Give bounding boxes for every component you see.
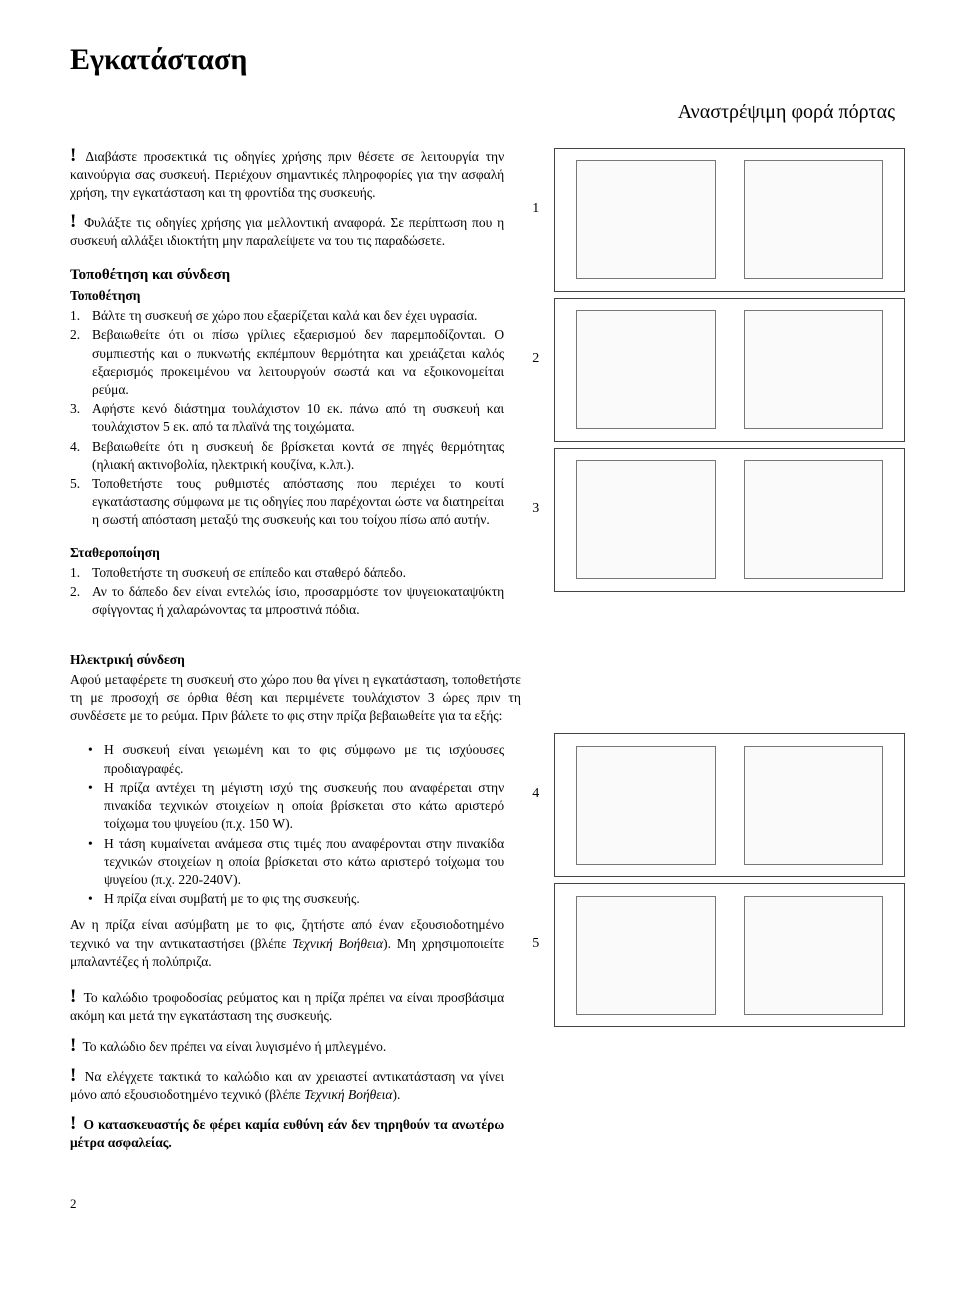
electrical-two-column: Η συσκευή είναι γειωμένη και το φις σύμφ… [70,733,905,1164]
warning-cable-accessible: ! Το καλώδιο τροφοδοσίας ρεύματος και η … [70,989,504,1025]
figure-number: 4 [532,733,544,804]
list-item-text: Βεβαιωθείτε ότι οι πίσω γρίλιες εξαερισμ… [92,327,504,397]
italic-text: Τεχνική Βοήθεια [304,1087,392,1102]
figure-3-box [554,448,905,592]
list-item-text: Η πρίζα αντέχει τη μέγιστη ισχύ της συσκ… [104,780,504,831]
diagram-placeholder [576,746,716,865]
list-item: 3.Αφήστε κενό διάστημα τουλάχιστον 10 εκ… [92,400,504,436]
electrical-intro: Αφού μεταφέρετε τη συσκευή στο χώρο που … [70,671,521,726]
list-number: 4. [70,438,80,456]
placement-heading: Τοποθέτηση και σύνδεση [70,265,504,285]
text-run: ). [392,1087,400,1102]
levelling-heading: Σταθεροποίηση [70,544,504,562]
text-run: Να ελέγχετε τακτικά το καλώδιο και αν χρ… [70,1069,504,1102]
diagram-placeholder [576,160,716,279]
diagram-placeholder [744,310,884,429]
list-number: 2. [70,583,80,601]
intro-warning-1: ! Διαβάστε προσεκτικά τις οδηγίες χρήσης… [70,148,504,203]
diagram-placeholder [744,460,884,579]
list-item: 1.Τοποθετήστε τη συσκευή σε επίπεδο και … [92,564,504,582]
bang-icon: ! [70,1113,79,1134]
list-item: Η πρίζα είναι συμβατή με το φις της συσκ… [104,890,504,908]
figure-1-row: 1 [532,148,905,292]
electrical-heading: Ηλεκτρική σύνδεση [70,651,521,669]
warning-text: Το καλώδιο τροφοδοσίας ρεύματος και η πρ… [70,990,504,1023]
warning-text-bold: Ο κατασκευαστής δε φέρει καμία ευθύνη εά… [70,1117,504,1150]
intro-warning-2: ! Φυλάξτε τις οδηγίες χρήσης για μελλοντ… [70,214,504,250]
page-title: Εγκατάσταση [70,40,905,81]
italic-text: Τεχνική Βοήθεια [292,936,383,951]
placement-subheading: Τοποθέτηση [70,287,504,305]
bang-icon: ! [70,1065,79,1086]
diagram-placeholder [744,896,884,1015]
bang-icon: ! [70,986,79,1007]
list-item-text: Η τάση κυμαίνεται ανάμεσα στις τιμές που… [104,836,504,887]
levelling-list: 1.Τοποθετήστε τη συσκευή σε επίπεδο και … [92,564,504,620]
bang-icon: ! [70,1035,79,1056]
page-subtitle: Αναστρέψιμη φορά πόρτας [70,99,895,126]
electrical-after-bullets: Αν η πρίζα είναι ασύμβατη με το φις, ζητ… [70,916,504,971]
list-item-text: Αφήστε κενό διάστημα τουλάχιστον 10 εκ. … [92,401,504,434]
list-item: 2.Βεβαιωθείτε ότι οι πίσω γρίλιες εξαερι… [92,326,504,399]
list-item-text: Η συσκευή είναι γειωμένη και το φις σύμφ… [104,742,504,775]
electrical-left: Η συσκευή είναι γειωμένη και το φις σύμφ… [70,733,504,1164]
intro-warning-1-text: Διαβάστε προσεκτικά τις οδηγίες χρήσης π… [70,149,504,200]
figure-4-box [554,733,905,877]
figure-3-row: 3 [532,448,905,592]
figure-2-box [554,298,905,442]
list-number: 3. [70,400,80,418]
list-item: 5.Τοποθετήστε τους ρυθμιστές απόστασης π… [92,475,504,530]
diagram-placeholder [744,746,884,865]
list-item-text: Αν το δάπεδο δεν είναι εντελώς ίσιο, προ… [92,584,504,617]
list-item-text: Τοποθετήστε τη συσκευή σε επίπεδο και στ… [92,565,406,580]
list-item-text: Βεβαιωθείτε ότι η συσκευή δε βρίσκεται κ… [92,439,504,472]
main-two-column: ! Διαβάστε προσεκτικά τις οδηγίες χρήσης… [70,148,905,621]
figure-number: 3 [532,448,544,519]
list-number: 1. [70,564,80,582]
bang-icon: ! [70,211,79,232]
figure-4-row: 4 [532,733,905,877]
figure-1-box [554,148,905,292]
list-number: 2. [70,326,80,344]
figure-number: 2 [532,298,544,369]
list-item: 1.Βάλτε τη συσκευή σε χώρο που εξαερίζετ… [92,307,504,325]
figure-5-box [554,883,905,1027]
list-item: 2.Αν το δάπεδο δεν είναι εντελώς ίσιο, π… [92,583,504,619]
electrical-bullet-list: Η συσκευή είναι γειωμένη και το φις σύμφ… [104,741,504,908]
right-column-figures: 1 2 3 [532,148,905,621]
diagram-placeholder [576,310,716,429]
warning-check-cable: ! Να ελέγχετε τακτικά το καλώδιο και αν … [70,1068,504,1104]
left-column: ! Διαβάστε προσεκτικά τις οδηγίες χρήσης… [70,148,504,621]
figure-2-row: 2 [532,298,905,442]
list-item: 4.Βεβαιωθείτε ότι η συσκευή δε βρίσκεται… [92,438,504,474]
warning-text: Το καλώδιο δεν πρέπει να είναι λυγισμένο… [82,1039,386,1054]
warning-manufacturer: ! Ο κατασκευαστής δε φέρει καμία ευθύνη … [70,1116,504,1152]
electrical-block-intro: Ηλεκτρική σύνδεση Αφού μεταφέρετε τη συσ… [70,651,521,726]
diagram-placeholder [576,460,716,579]
diagram-placeholder [576,896,716,1015]
list-number: 5. [70,475,80,493]
list-item-text: Η πρίζα είναι συμβατή με το φις της συσκ… [104,891,360,906]
list-item-text: Τοποθετήστε τους ρυθμιστές απόστασης που… [92,476,504,527]
figure-5-row: 5 [532,883,905,1027]
list-item: Η συσκευή είναι γειωμένη και το φις σύμφ… [104,741,504,777]
right-column-figures-lower: 4 5 [532,733,905,1164]
figure-number: 1 [532,148,544,219]
list-item: Η τάση κυμαίνεται ανάμεσα στις τιμές που… [104,835,504,890]
page-number: 2 [70,1195,905,1213]
figure-number: 5 [532,883,544,954]
diagram-placeholder [744,160,884,279]
list-item: Η πρίζα αντέχει τη μέγιστη ισχύ της συσκ… [104,779,504,834]
placement-list: 1.Βάλτε τη συσκευή σε χώρο που εξαερίζετ… [92,307,504,530]
bang-icon: ! [70,145,79,166]
warning-cable-bent: ! Το καλώδιο δεν πρέπει να είναι λυγισμέ… [70,1038,504,1056]
list-number: 1. [70,307,80,325]
list-item-text: Βάλτε τη συσκευή σε χώρο που εξαερίζεται… [92,308,477,323]
intro-warning-2-text: Φυλάξτε τις οδηγίες χρήσης για μελλοντικ… [70,215,504,248]
